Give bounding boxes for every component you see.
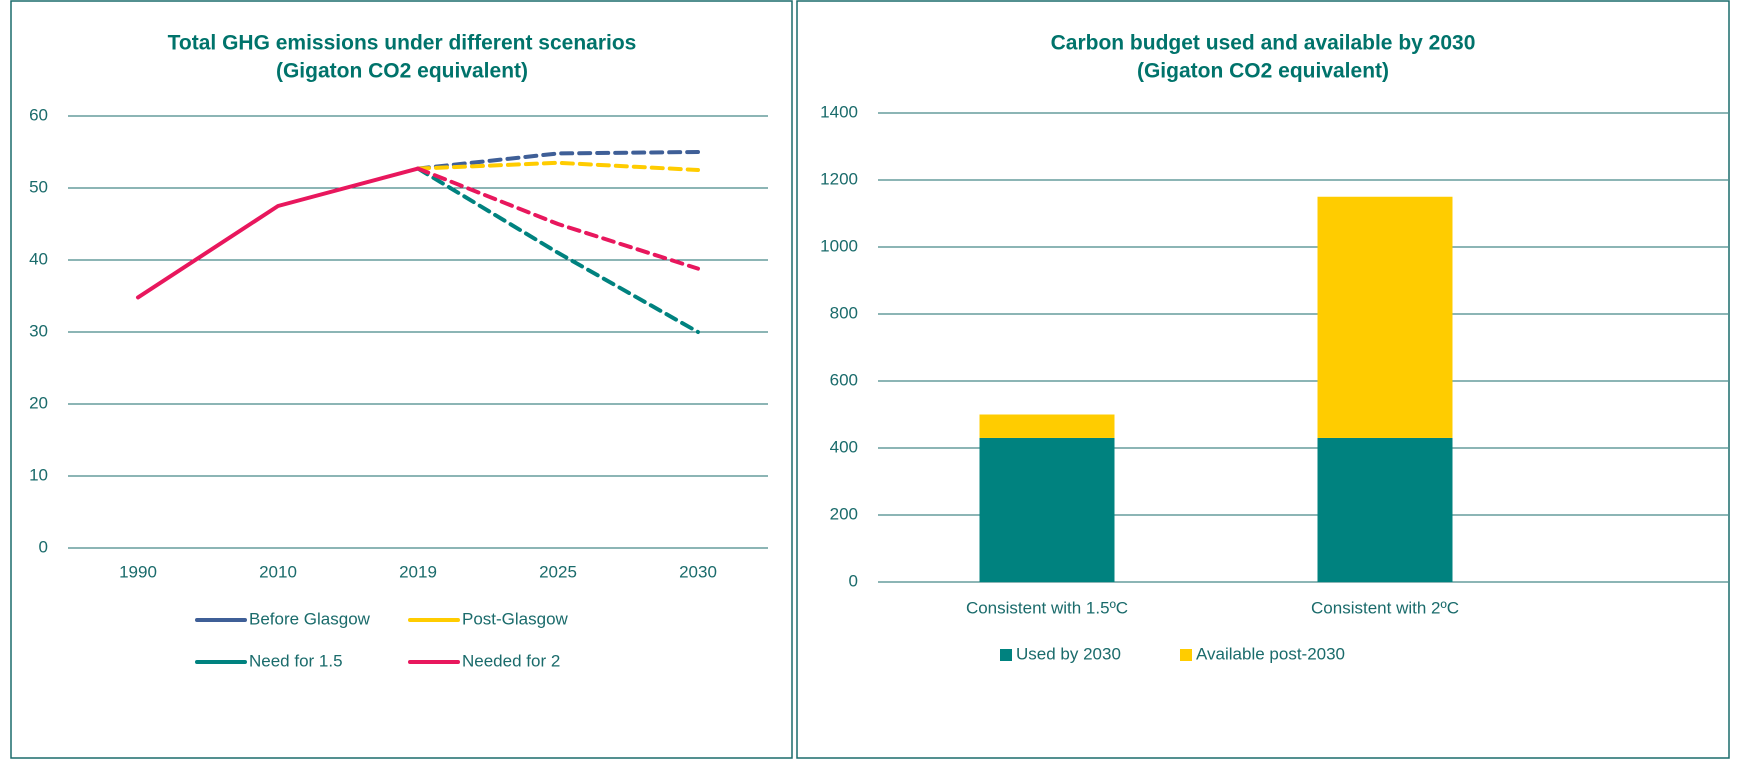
y-tick-label: 60 bbox=[29, 105, 48, 124]
series-line bbox=[416, 160, 700, 172]
series-line bbox=[136, 166, 420, 300]
chart-subtitle: (Gigaton CO2 equivalent) bbox=[276, 60, 528, 83]
series-line bbox=[416, 166, 700, 334]
bar-segment bbox=[1317, 196, 1453, 438]
y-tick-label: 400 bbox=[830, 437, 858, 456]
legend-swatch bbox=[1180, 649, 1192, 661]
chart-title: Total GHG emissions under different scen… bbox=[168, 32, 637, 55]
y-tick-label: 50 bbox=[29, 177, 48, 196]
x-tick-label: 2025 bbox=[539, 562, 577, 581]
y-tick-label: 600 bbox=[830, 370, 858, 389]
chart-subtitle: (Gigaton CO2 equivalent) bbox=[1137, 60, 1389, 83]
bar-segment bbox=[1317, 437, 1453, 582]
series-line bbox=[416, 166, 700, 271]
y-tick-label: 200 bbox=[830, 504, 858, 523]
x-tick-label: 2010 bbox=[259, 562, 297, 581]
x-tick-label: 1990 bbox=[119, 562, 157, 581]
bar-segment bbox=[979, 414, 1115, 438]
legend-label: Before Glasgow bbox=[249, 609, 371, 628]
y-tick-label: 1000 bbox=[820, 236, 858, 255]
y-tick-label: 40 bbox=[29, 249, 48, 268]
right-panel bbox=[796, 0, 1730, 759]
y-tick-label: 0 bbox=[39, 537, 48, 556]
legend-label: Needed for 2 bbox=[462, 651, 560, 670]
y-tick-label: 10 bbox=[29, 465, 48, 484]
bar-segment bbox=[979, 437, 1115, 582]
legend-label: Used by 2030 bbox=[1016, 644, 1121, 663]
legend-swatch bbox=[1000, 649, 1012, 661]
legend-label: Post-Glasgow bbox=[462, 609, 569, 628]
x-tick-label: Consistent with 2ºC bbox=[1311, 598, 1459, 617]
y-tick-label: 20 bbox=[29, 393, 48, 412]
y-tick-label: 0 bbox=[849, 571, 858, 590]
left-panel bbox=[10, 0, 793, 759]
y-tick-label: 1200 bbox=[820, 169, 858, 188]
y-tick-label: 30 bbox=[29, 321, 48, 340]
series-line bbox=[416, 150, 700, 171]
x-tick-label: Consistent with 1.5ºC bbox=[966, 598, 1128, 617]
legend-label: Available post-2030 bbox=[1196, 644, 1345, 663]
legend-label: Need for 1.5 bbox=[249, 651, 343, 670]
y-tick-label: 800 bbox=[830, 303, 858, 322]
chart-title: Carbon budget used and available by 2030 bbox=[1051, 32, 1476, 55]
x-tick-label: 2030 bbox=[679, 562, 717, 581]
x-tick-label: 2019 bbox=[399, 562, 437, 581]
y-tick-label: 1400 bbox=[820, 102, 858, 121]
